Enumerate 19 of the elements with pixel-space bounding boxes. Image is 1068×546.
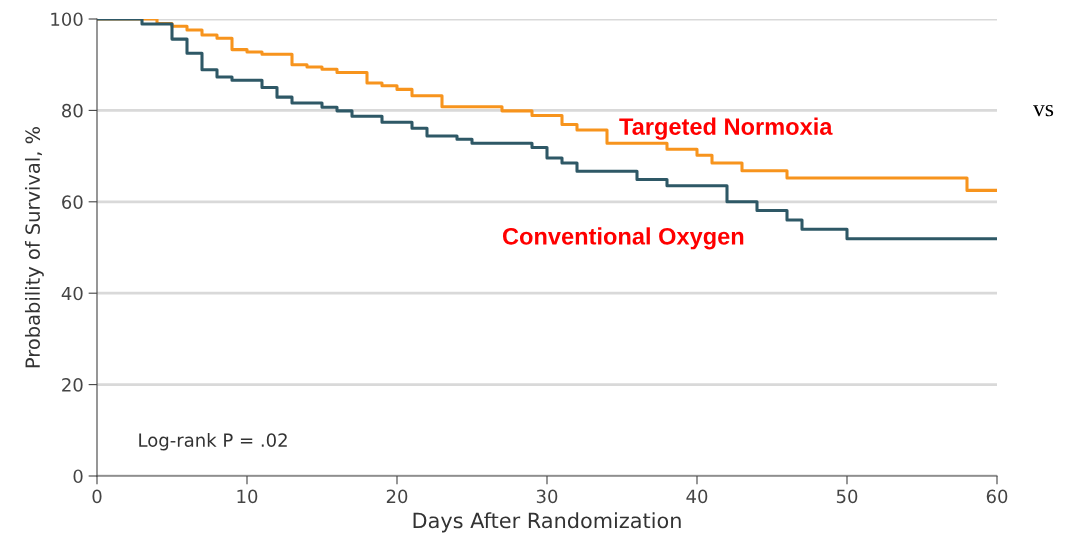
y-tick-label: 20 [62, 378, 83, 392]
x-tick-label: 40 [686, 489, 708, 504]
y-tick-label: 100 [51, 12, 83, 27]
y-tick-label: 60 [62, 195, 83, 209]
x-tick-label: 20 [386, 489, 408, 504]
y-tick-label: 0 [73, 469, 83, 484]
y-tick-label: 40 [61, 286, 83, 301]
annotation: Log-rank P = .02 [139, 432, 287, 451]
x-tick-label: 0 [92, 489, 102, 504]
x-axis-title: Days After Randomization [413, 512, 681, 533]
x-tick-label: 50 [836, 489, 858, 504]
y-tick-label: 80 [62, 103, 83, 118]
x-tick-label: 30 [536, 489, 558, 504]
series-label: Targeted Normoxia [619, 117, 833, 140]
x-tick-label: 60 [986, 489, 1008, 504]
y-axis-title: Probability of Survival, % [24, 127, 44, 368]
text: vs [1033, 104, 1054, 117]
x-tick-label: 10 [237, 489, 258, 504]
series-label: Conventional Oxygen [502, 227, 744, 250]
